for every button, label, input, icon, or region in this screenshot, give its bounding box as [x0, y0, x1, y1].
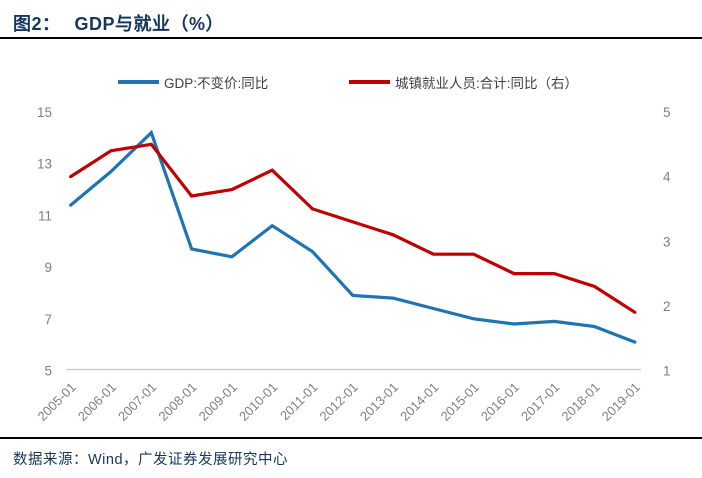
x-axis-tick-label: 2010-01: [236, 380, 280, 424]
figure-title-text: GDP与就业（%）: [74, 14, 225, 34]
x-axis-tick-label: 2011-01: [277, 380, 321, 424]
left-axis-tick-label: 5: [44, 364, 52, 379]
right-axis-tick-label: 3: [663, 234, 671, 249]
x-axis-tick-label: 2017-01: [518, 380, 562, 424]
title-divider-line: [0, 37, 702, 39]
legend-label-gdp: GDP:不变价:同比: [164, 76, 269, 91]
right-axis-tick-label: 4: [663, 170, 671, 185]
footer-divider-line: [0, 437, 702, 439]
gdp-line-swatch: [118, 80, 159, 84]
legend-item-employment: 城镇就业人员:合计:同比（右）: [349, 73, 578, 91]
x-axis-tick-label: 2016-01: [478, 380, 522, 424]
legend-item-gdp: GDP:不变价:同比: [118, 73, 268, 91]
left-axis-tick-label: 7: [44, 312, 52, 327]
x-axis-tick-label: 2014-01: [397, 380, 441, 424]
data-source-note: 数据来源：Wind，广发证券发展研究中心: [13, 452, 289, 468]
x-axis-tick-label: 2013-01: [357, 380, 401, 424]
x-axis-tick-label: 2008-01: [155, 380, 199, 424]
left-axis-tick-label: 13: [37, 157, 52, 172]
gdp-line: [69, 129, 637, 344]
employment-line-swatch: [349, 80, 390, 84]
x-axis-tick-label: 2009-01: [196, 380, 240, 424]
x-axis-tick-label: 2015-01: [437, 380, 481, 424]
x-axis-tick-label: 2005-01: [34, 380, 78, 424]
x-axis-tick-label: 2007-01: [115, 380, 159, 424]
figure-title: 图2： GDP与就业（%）: [13, 10, 224, 36]
left-axis-tick-label: 11: [38, 208, 52, 223]
x-axis-tick-label: 2006-01: [75, 380, 119, 424]
left-axis-tick-label: 15: [37, 105, 52, 120]
chart-legend: GDP:不变价:同比 城镇就业人员:合计:同比（右）: [0, 73, 702, 91]
x-axis-tick-label: 2018-01: [558, 380, 602, 424]
legend-label-employment: 城镇就业人员:合计:同比（右）: [395, 76, 579, 91]
x-axis-tick-label: 2019-01: [599, 380, 643, 424]
x-axis-tick-label: 2012-01: [317, 380, 361, 424]
right-axis-tick-label: 1: [663, 364, 671, 379]
right-axis-tick-label: 2: [663, 299, 671, 314]
figure-number-label: 图2：: [13, 14, 61, 34]
left-axis-tick-label: 9: [44, 260, 52, 275]
right-axis-tick-label: 5: [663, 105, 671, 120]
employment-line: [69, 142, 637, 314]
